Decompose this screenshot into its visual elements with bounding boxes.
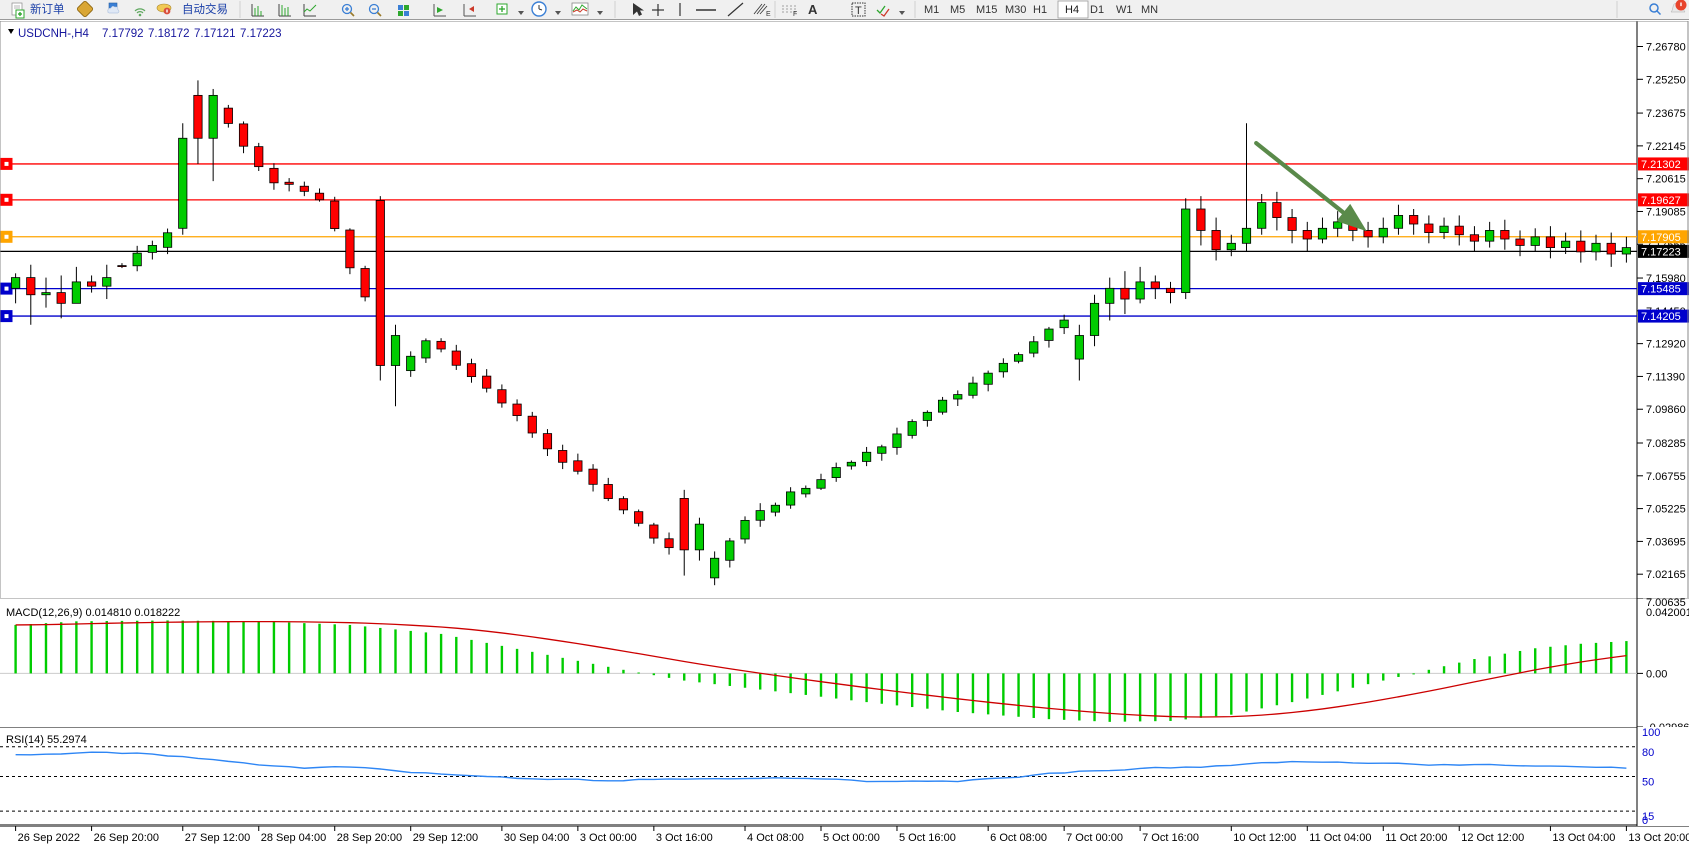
- svg-text:5 Oct 16:00: 5 Oct 16:00: [899, 832, 956, 844]
- svg-text:80: 80: [1642, 747, 1654, 759]
- svg-text:7.14205: 7.14205: [1641, 311, 1681, 323]
- svg-text:A: A: [808, 2, 818, 17]
- svg-text:3 Oct 00:00: 3 Oct 00:00: [580, 832, 637, 844]
- svg-text:30 Sep 04:00: 30 Sep 04:00: [504, 832, 569, 844]
- svg-text:12 Oct 12:00: 12 Oct 12:00: [1461, 832, 1524, 844]
- svg-text:自动交易: 自动交易: [182, 2, 228, 16]
- svg-text:13 Oct 04:00: 13 Oct 04:00: [1552, 832, 1615, 844]
- svg-text:7.06755: 7.06755: [1646, 471, 1686, 483]
- svg-text:7.17905: 7.17905: [1641, 232, 1681, 244]
- svg-text:W1: W1: [1116, 4, 1133, 16]
- svg-text:4 Oct 08:00: 4 Oct 08:00: [747, 832, 804, 844]
- svg-text:100: 100: [1642, 727, 1660, 739]
- svg-text:7.22145: 7.22145: [1646, 141, 1686, 153]
- svg-text:27 Sep 12:00: 27 Sep 12:00: [185, 832, 250, 844]
- svg-text:7.19627: 7.19627: [1641, 195, 1681, 207]
- svg-text:13 Oct 20:00: 13 Oct 20:00: [1628, 832, 1689, 844]
- svg-text:7.20615: 7.20615: [1646, 174, 1686, 186]
- svg-text:7 Oct 00:00: 7 Oct 00:00: [1066, 832, 1123, 844]
- svg-text:M15: M15: [976, 4, 997, 16]
- svg-text:26 Sep 2022: 26 Sep 2022: [18, 832, 80, 844]
- svg-text:7.26780: 7.26780: [1646, 42, 1686, 54]
- svg-text:7.11390: 7.11390: [1646, 371, 1685, 383]
- svg-text:7.08285: 7.08285: [1646, 438, 1686, 450]
- svg-text:0.00: 0.00: [1646, 668, 1667, 680]
- svg-text:7.25250: 7.25250: [1646, 74, 1686, 86]
- svg-text:7.15485: 7.15485: [1641, 284, 1681, 296]
- svg-text:7.12920: 7.12920: [1646, 339, 1686, 351]
- svg-text:7.23675: 7.23675: [1646, 108, 1686, 120]
- svg-text:6 Oct 08:00: 6 Oct 08:00: [990, 832, 1047, 844]
- svg-text:MACD(12,26,9) 0.014810 0.01822: MACD(12,26,9) 0.014810 0.018222: [6, 607, 180, 619]
- svg-text:7.03695: 7.03695: [1646, 536, 1686, 548]
- svg-text:F: F: [793, 11, 797, 18]
- svg-text:3 Oct 16:00: 3 Oct 16:00: [656, 832, 713, 844]
- svg-text:7.02165: 7.02165: [1646, 569, 1686, 581]
- svg-text:7 Oct 16:00: 7 Oct 16:00: [1142, 832, 1199, 844]
- svg-text:RSI(14) 55.2974: RSI(14) 55.2974: [6, 734, 87, 746]
- svg-text:11 Oct 20:00: 11 Oct 20:00: [1385, 832, 1447, 844]
- svg-text:10 Oct 12:00: 10 Oct 12:00: [1233, 832, 1296, 844]
- svg-text:28 Sep 04:00: 28 Sep 04:00: [261, 832, 326, 844]
- svg-text:7.09860: 7.09860: [1646, 404, 1686, 416]
- svg-text:D1: D1: [1090, 4, 1104, 16]
- svg-text:H1: H1: [1033, 4, 1047, 16]
- svg-text:7.17792: 7.17792: [102, 28, 144, 40]
- svg-text:7.21302: 7.21302: [1641, 159, 1681, 171]
- svg-text:7.17121: 7.17121: [194, 28, 236, 40]
- svg-text:0: 0: [1642, 815, 1648, 826]
- svg-text:7.05225: 7.05225: [1646, 504, 1686, 516]
- svg-text:29 Sep 12:00: 29 Sep 12:00: [413, 832, 478, 844]
- svg-text:新订单: 新订单: [30, 2, 65, 16]
- svg-text:7.18172: 7.18172: [148, 28, 190, 40]
- svg-text:7.00635: 7.00635: [1646, 598, 1686, 609]
- svg-text:7.19085: 7.19085: [1646, 206, 1686, 218]
- svg-text:7.17223: 7.17223: [1641, 246, 1681, 258]
- svg-text:E: E: [766, 11, 771, 18]
- svg-text:MN: MN: [1141, 4, 1158, 16]
- svg-text:28 Sep 20:00: 28 Sep 20:00: [337, 832, 402, 844]
- svg-text:5 Oct 00:00: 5 Oct 00:00: [823, 832, 880, 844]
- svg-text:M5: M5: [950, 4, 965, 16]
- svg-text:T: T: [855, 5, 862, 17]
- svg-text:M30: M30: [1005, 4, 1026, 16]
- svg-text:11 Oct 04:00: 11 Oct 04:00: [1309, 832, 1371, 844]
- svg-text:USDCNH-,H4: USDCNH-,H4: [18, 28, 90, 40]
- svg-text:26 Sep 20:00: 26 Sep 20:00: [94, 832, 159, 844]
- svg-text:M1: M1: [924, 4, 939, 16]
- svg-text:7.17223: 7.17223: [240, 28, 282, 40]
- svg-text:H4: H4: [1065, 4, 1079, 16]
- svg-text:50: 50: [1642, 777, 1654, 789]
